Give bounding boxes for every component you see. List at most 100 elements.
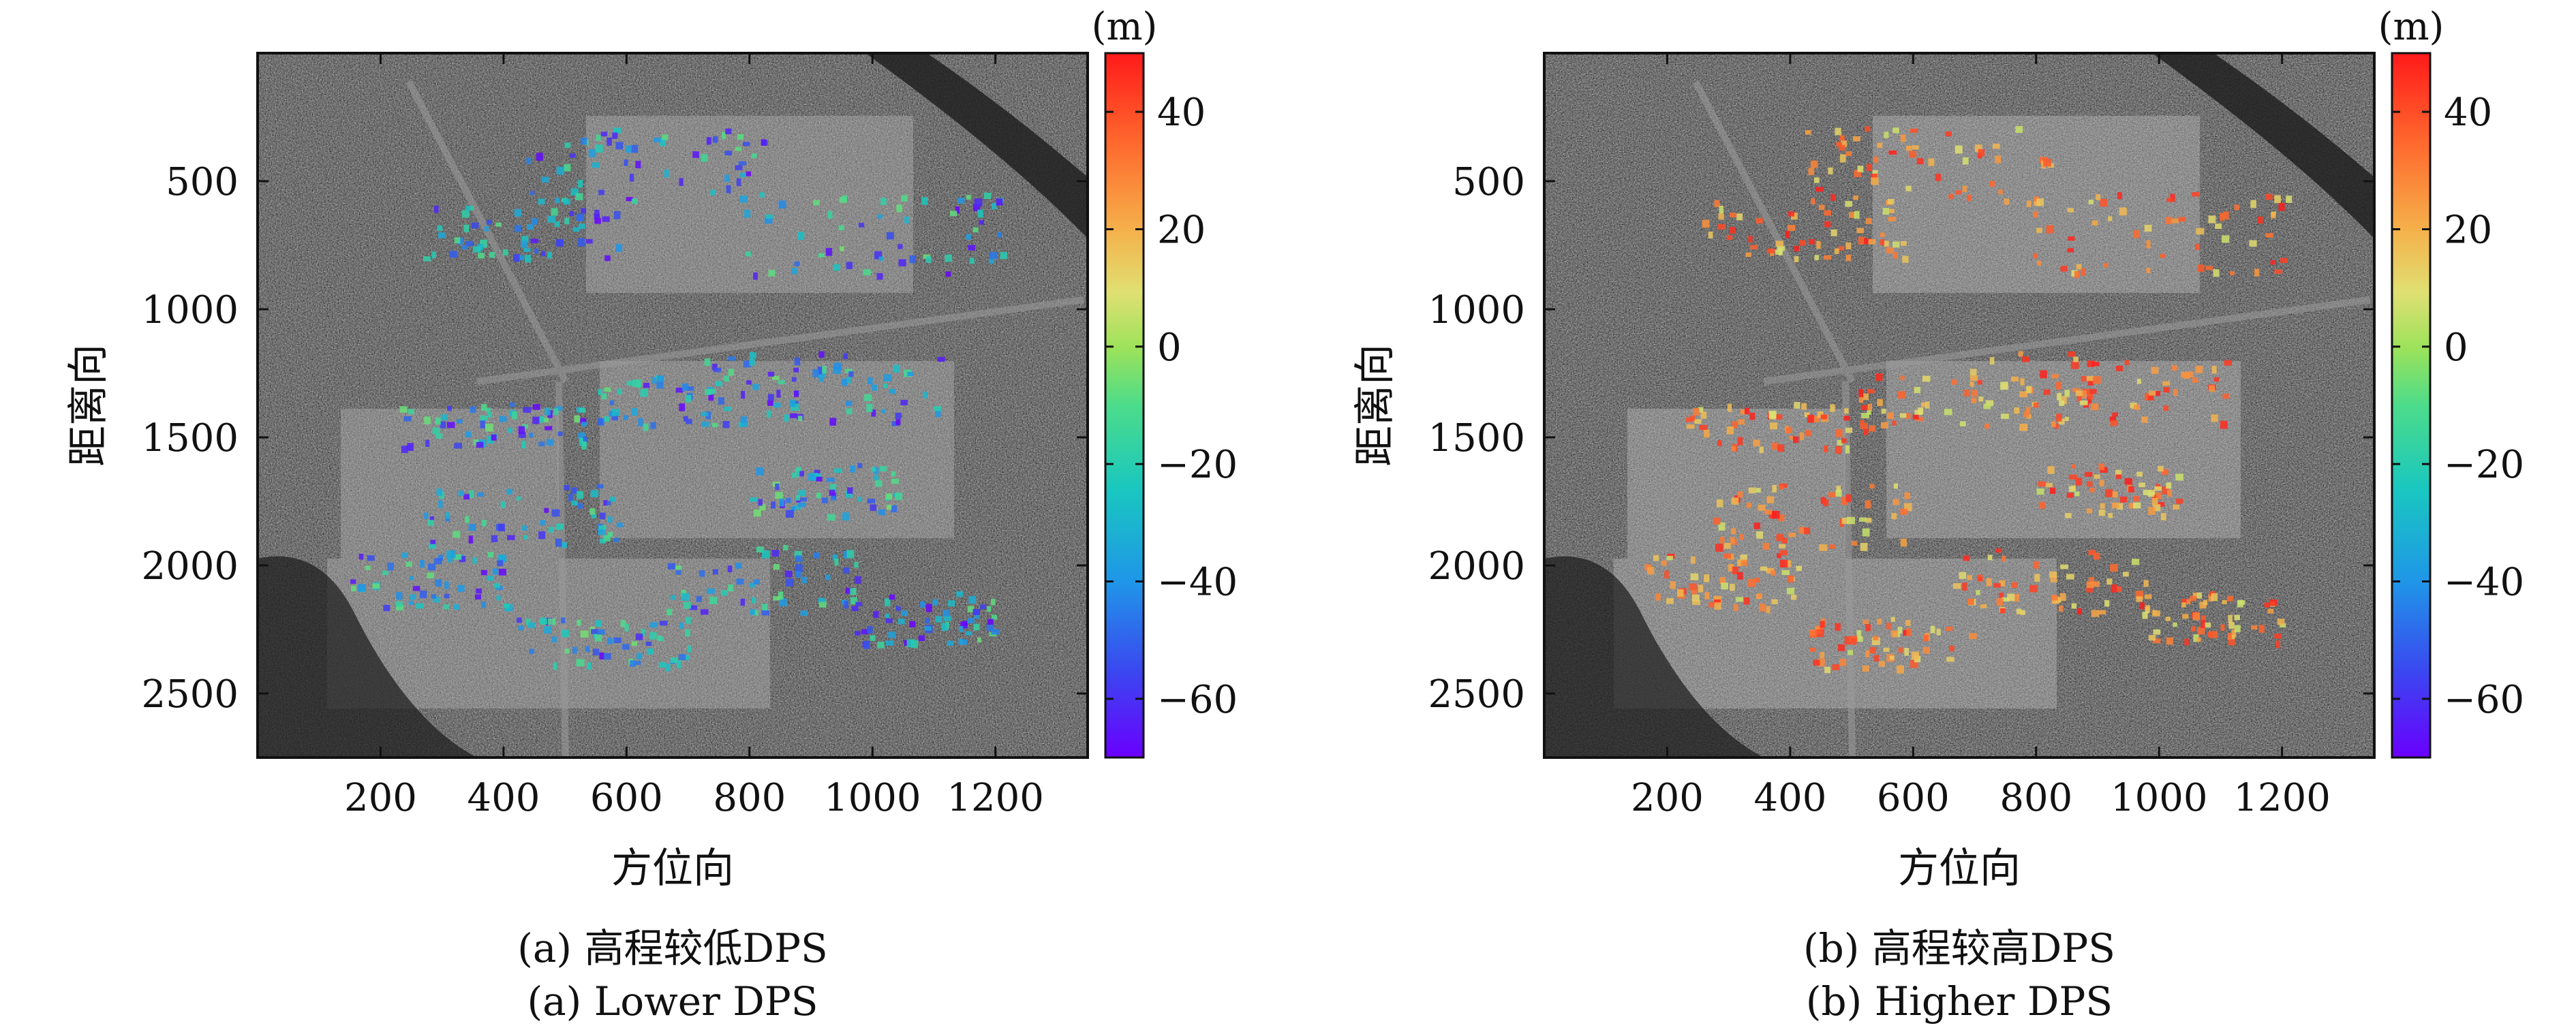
dps-point bbox=[895, 493, 903, 501]
dps-point bbox=[1839, 135, 1845, 141]
dps-point bbox=[1717, 440, 1722, 446]
dps-point bbox=[563, 199, 570, 205]
dps-point bbox=[2091, 220, 2098, 225]
dps-point bbox=[1835, 490, 1842, 497]
dps-point bbox=[445, 512, 450, 519]
dps-point bbox=[1676, 589, 1684, 597]
dps-point bbox=[821, 497, 829, 503]
dps-point bbox=[1987, 555, 1993, 561]
dps-point bbox=[2153, 629, 2161, 635]
dps-point bbox=[2146, 240, 2151, 249]
dps-point bbox=[1730, 537, 1735, 544]
dps-point bbox=[767, 400, 773, 406]
dps-point bbox=[585, 646, 590, 653]
dps-point bbox=[750, 609, 755, 615]
dps-point bbox=[1918, 407, 1924, 415]
dps-point bbox=[2047, 466, 2055, 474]
dps-point bbox=[609, 497, 616, 502]
dps-point bbox=[424, 416, 431, 424]
dps-point bbox=[454, 554, 462, 560]
x-tick-label: 800 bbox=[713, 776, 786, 820]
dps-point bbox=[1911, 651, 1920, 660]
dps-point bbox=[2227, 632, 2233, 639]
dps-point bbox=[609, 400, 615, 405]
dps-point bbox=[2110, 420, 2118, 426]
dps-point bbox=[2038, 501, 2046, 509]
dps-point bbox=[972, 204, 981, 212]
dps-point bbox=[546, 439, 554, 446]
dps-point bbox=[844, 600, 849, 609]
dps-point bbox=[598, 189, 604, 196]
dps-point bbox=[2203, 622, 2211, 628]
dps-point bbox=[1794, 255, 1799, 262]
y-tick-label: 2500 bbox=[141, 672, 239, 717]
dps-point bbox=[2192, 612, 2201, 621]
dps-point bbox=[624, 415, 628, 420]
dps-point bbox=[932, 599, 938, 606]
dps-point bbox=[1755, 488, 1761, 493]
dps-point bbox=[545, 407, 551, 416]
dps-point bbox=[1779, 544, 1785, 548]
dps-point bbox=[671, 595, 676, 600]
dps-point bbox=[880, 409, 886, 413]
dps-point bbox=[1759, 446, 1764, 454]
dps-point bbox=[2164, 217, 2173, 225]
dps-point bbox=[1923, 635, 1929, 642]
dps-point bbox=[1733, 604, 1738, 611]
dps-point bbox=[2280, 258, 2288, 264]
dps-point bbox=[2040, 370, 2047, 379]
dps-point bbox=[650, 422, 656, 429]
dps-point bbox=[2173, 389, 2178, 396]
dps-point bbox=[1900, 413, 1907, 418]
dps-point bbox=[2173, 504, 2179, 510]
dps-point bbox=[635, 634, 643, 640]
dps-point bbox=[735, 563, 742, 569]
dps-point bbox=[465, 240, 474, 247]
dps-point bbox=[728, 356, 735, 361]
dps-point bbox=[2080, 400, 2088, 405]
dps-point bbox=[408, 409, 414, 415]
dps-point bbox=[1729, 584, 1735, 591]
dps-point bbox=[1836, 142, 1843, 147]
panel-b: 200 400 600 800 1000 1200 5001000150020002500… bbox=[1351, 5, 2524, 1025]
dps-point bbox=[761, 610, 770, 616]
dps-point bbox=[2190, 595, 2197, 602]
sar-image bbox=[1544, 53, 2374, 758]
dps-point bbox=[2060, 266, 2068, 272]
dps-point bbox=[812, 369, 819, 377]
dps-point bbox=[2220, 624, 2225, 631]
dps-point bbox=[1000, 251, 1007, 260]
dps-point bbox=[972, 227, 979, 233]
dps-point bbox=[2171, 364, 2177, 371]
dps-point bbox=[800, 497, 807, 502]
dps-point bbox=[480, 404, 487, 411]
dps-point bbox=[1704, 574, 1710, 582]
dps-point bbox=[607, 638, 613, 644]
dps-point bbox=[383, 604, 390, 612]
dps-point bbox=[960, 639, 968, 645]
dps-point bbox=[1892, 252, 1898, 259]
dps-point bbox=[1849, 212, 1856, 219]
dps-point bbox=[647, 648, 654, 655]
dps-point bbox=[725, 128, 732, 134]
dps-point bbox=[594, 634, 602, 642]
y-tick-label: 1500 bbox=[1428, 416, 1525, 461]
dps-point bbox=[656, 381, 664, 389]
dps-point bbox=[454, 237, 461, 244]
dps-point bbox=[1908, 151, 1917, 158]
dps-point bbox=[1948, 645, 1954, 652]
dps-point bbox=[1692, 599, 1700, 605]
dps-point bbox=[871, 384, 878, 391]
dps-point bbox=[1884, 240, 1889, 247]
dps-point bbox=[878, 509, 885, 516]
dps-point bbox=[403, 416, 412, 422]
dps-point bbox=[875, 480, 883, 487]
dps-point bbox=[1824, 210, 1831, 216]
dps-point bbox=[2087, 481, 2093, 487]
dps-point bbox=[561, 629, 569, 638]
dps-point bbox=[2064, 390, 2070, 397]
dps-point bbox=[1704, 429, 1710, 438]
dps-point bbox=[435, 417, 441, 425]
dps-point bbox=[2161, 469, 2168, 475]
dps-point bbox=[2160, 513, 2166, 521]
